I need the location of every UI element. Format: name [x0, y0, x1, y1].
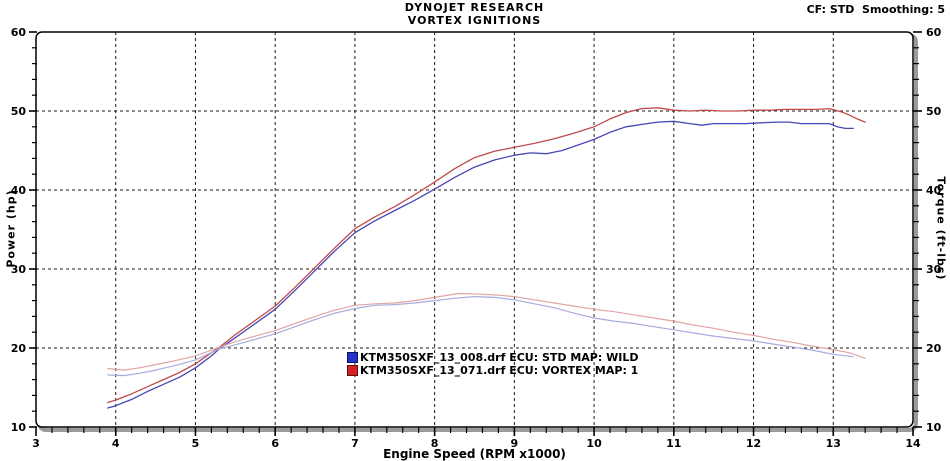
- vortex-run-label: KTM350SXF_13_071.drf ECU: VORTEX MAP: 1: [360, 364, 639, 377]
- correction-smoothing-readout: CF: STD Smoothing: 5: [806, 3, 945, 16]
- torque-tick-label-30: 30: [926, 263, 942, 276]
- torque-tick-label-20: 20: [926, 342, 942, 355]
- power-tick-label-50: 50: [11, 105, 27, 118]
- run-legend: KTM350SXF_13_008.drf ECU: STD MAP: WILD …: [347, 351, 638, 377]
- x-tick-label-4: 4: [112, 437, 120, 450]
- power-tick-label-20: 20: [11, 342, 27, 355]
- torque-axis-label: Torque (ft-lbs): [934, 176, 948, 281]
- chart-subtitle: VORTEX IGNITIONS: [407, 14, 542, 27]
- legend-row-vortex: KTM350SXF_13_071.drf ECU: VORTEX MAP: 1: [347, 364, 638, 377]
- plot-frame-border: [35, 31, 914, 428]
- x-tick-label-12: 12: [746, 437, 761, 450]
- torque-tick-label-60: 60: [926, 26, 942, 39]
- x-tick-label-13: 13: [826, 437, 841, 450]
- curve-torque-std-map-wild: [107, 296, 854, 377]
- x-tick-label-3: 3: [32, 437, 40, 450]
- power-tick-label-60: 60: [11, 26, 27, 39]
- rpm-axis-label: Engine Speed (RPM x1000): [383, 447, 566, 461]
- curve-power-vortex-map-1: [107, 107, 866, 404]
- x-tick-label-8: 8: [431, 437, 439, 450]
- vortex-run-swatch-icon: [347, 365, 358, 376]
- x-tick-label-5: 5: [192, 437, 200, 450]
- curve-torque-vortex-map-1: [107, 292, 866, 371]
- x-tick-label-11: 11: [666, 437, 681, 450]
- std-run-label: KTM350SXF_13_008.drf ECU: STD MAP: WILD: [360, 351, 639, 364]
- power-tick-label-40: 40: [11, 184, 27, 197]
- legend-row-std: KTM350SXF_13_008.drf ECU: STD MAP: WILD: [347, 351, 638, 364]
- x-tick-label-9: 9: [511, 437, 519, 450]
- std-run-swatch-icon: [347, 352, 358, 363]
- chart-header: DYNOJET RESEARCH VORTEX IGNITIONS: [36, 1, 913, 27]
- torque-tick-label-50: 50: [926, 105, 942, 118]
- power-tick-label-10: 10: [11, 421, 27, 434]
- torque-tick-label-40: 40: [926, 184, 942, 197]
- x-tick-label-6: 6: [271, 437, 279, 450]
- x-tick-label-7: 7: [351, 437, 359, 450]
- chart-title: DYNOJET RESEARCH: [404, 1, 545, 14]
- power-axis-label: Power (hp): [4, 189, 18, 268]
- x-tick-label-14: 14: [905, 437, 921, 450]
- power-tick-label-30: 30: [11, 263, 27, 276]
- torque-tick-label-10: 10: [926, 421, 942, 434]
- x-tick-label-10: 10: [586, 437, 602, 450]
